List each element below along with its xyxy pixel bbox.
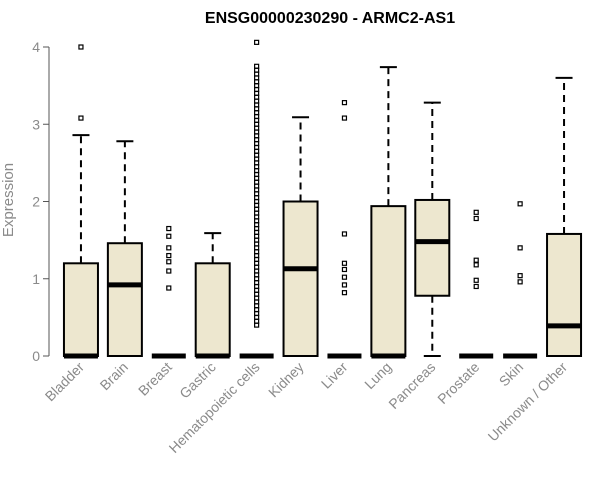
y-axis: 0 1 2 3 4 [32,39,50,364]
outlier-point [473,215,479,222]
outlier-point [166,225,172,232]
outlier-point [166,259,172,265]
x-tick-label: Liver [318,359,351,392]
y-tick-label: 1 [32,271,40,287]
outlier-point [341,266,348,273]
outlier-point [341,231,348,237]
y-tick-label: 4 [32,39,40,55]
box-skin [503,201,538,359]
box-breast [151,225,186,359]
outlier-point [78,115,84,121]
outlier-point [166,245,172,251]
box-body [370,205,407,357]
outlier-point [166,285,172,291]
x-tick-label: Gastric [176,359,219,402]
outlier-point [517,273,523,279]
outlier-point [517,201,523,207]
outlier-point [473,277,479,283]
x-tick-label: Kidney [265,359,307,401]
box-body [282,200,319,357]
outlier-point [341,260,348,266]
outlier-point [254,39,260,45]
box-body [414,198,451,297]
x-tick-label: Brain [97,359,131,393]
outlier-point [473,283,479,290]
outlier-point [341,115,348,121]
outlier-point [341,274,348,280]
chart-title: ENSG00000230290 - ARMC2-AS1 [205,10,455,27]
outlier-point [473,257,479,263]
y-axis-label: Expression [0,163,17,237]
outlier-point [473,209,479,215]
y-tick-label: 2 [32,194,40,210]
outlier-point [254,63,260,69]
outlier-point [166,268,172,274]
x-tick-label: Unknown / Other [485,359,571,445]
x-tick-label: Skin [496,359,527,390]
box-brain [106,140,143,357]
x-tick-label: Bladder [42,359,88,405]
box-pancreas [414,101,451,357]
x-tick-label: Prostate [434,359,482,407]
outlier-point [78,44,84,50]
outlier-point [473,262,479,268]
box-lung [370,66,407,359]
x-tick-label: Pancreas [385,359,438,412]
outlier-point [517,245,523,251]
outlier-point [341,100,348,106]
box-body [62,262,99,357]
box-body [106,242,143,357]
box-body [546,232,583,358]
outlier-point [166,233,172,239]
outlier-point [341,290,348,296]
box-bladder [62,44,99,359]
y-tick-label: 0 [32,348,40,364]
box-hematopoietic-cells [239,39,274,359]
box-prostate [459,209,494,359]
outlier-point [517,279,523,285]
plot-area [62,39,583,359]
x-tick-label: Breast [135,359,175,399]
box-body [194,262,231,357]
outlier-point [341,282,348,288]
box-kidney [282,116,319,357]
box-liver [327,100,362,359]
y-tick-label: 3 [32,116,40,132]
box-gastric [194,232,231,359]
x-tick-label: Lung [361,359,394,392]
outlier-point [166,252,172,259]
box-unknown-other [546,76,583,358]
